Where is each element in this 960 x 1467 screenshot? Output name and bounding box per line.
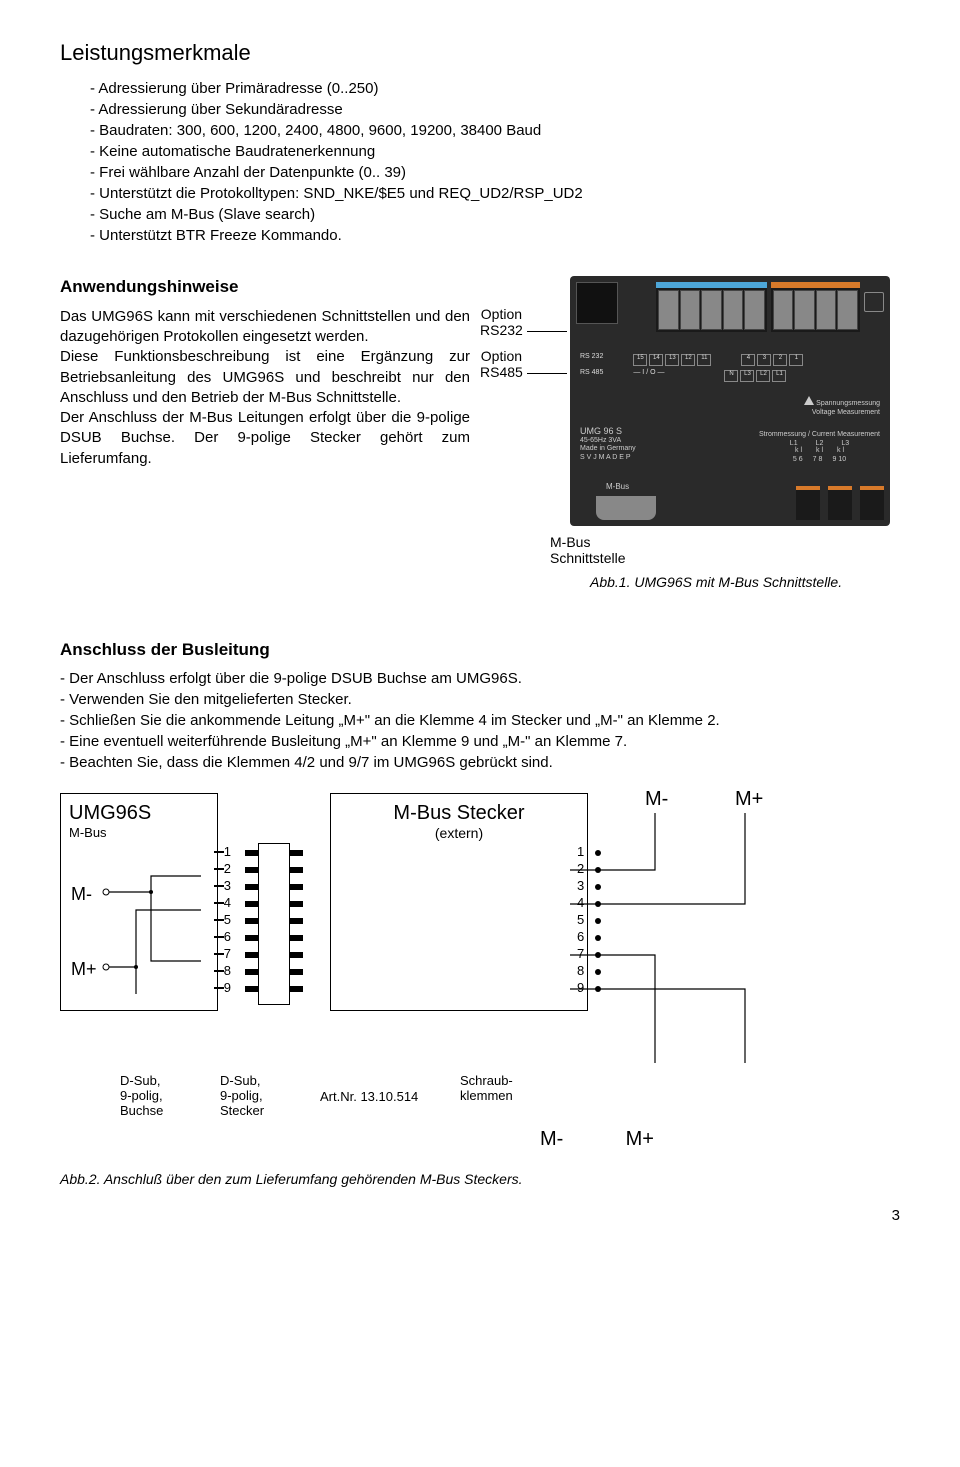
bottom-terminal [796,486,820,520]
stecker-title: M-Bus Stecker [339,802,579,825]
option-labels: Option RS232 Option RS485 [480,306,567,390]
mbus-interface-label: M-Bus Schnittstelle [550,534,900,566]
feature-item: Unterstützt BTR Freeze Kommando. [90,225,900,246]
umg-title: UMG96S [69,802,209,825]
artnr-label: Art.Nr. 13.10.514 [320,1073,440,1118]
corner-icon [864,292,884,312]
terminal-block-orange [771,282,860,332]
io-label: — I / O — [633,368,664,384]
feature-item: Adressierung über Primäradresse (0..250) [90,78,900,99]
stecker-box: M-Bus Stecker (extern) 1 2 3 4 5 6 7 8 9 [330,793,588,1011]
app-heading: Anwendungshinweise [60,276,470,299]
bus-item: Verwenden Sie den mitgelieferten Stecker… [60,689,900,710]
voltage-label: Spannungsmessung Voltage Measurement [804,396,880,417]
bottom-terminal [860,486,884,520]
figure2-caption: Abb.2. Anschluß über den zum Lieferumfan… [60,1171,900,1187]
device-made: Made in Germany [580,445,636,453]
section-heading: Leistungsmerkmale [60,40,900,66]
wiring-diagram: UMG96S M-Bus M- M+ 1 2 3 4 5 [60,793,900,1053]
schraub-label: Schraub- klemmen [460,1073,540,1118]
m-plus-label: M+ [71,959,97,980]
device-freq: 45-65Hz 3VA [580,437,636,445]
dsub-buchse-label: D-Sub, 9-polig, Buchse [120,1073,200,1118]
rs485-label: RS 485 [580,368,603,384]
device-model: UMG 96 S [580,426,636,437]
option-rs485: Option RS485 [480,348,567,380]
figure1-caption: Abb.1. UMG96S mit M-Bus Schnittstelle. [590,574,900,590]
page-number: 3 [60,1207,900,1224]
device-letters: S V J M A D E P [580,454,636,462]
final-mplus: M+ [626,1128,706,1151]
m-minus-label: M- [71,884,92,905]
output-wires: M- M+ [565,793,805,1053]
internal-wires [101,864,211,994]
top-mminus: M- [645,788,668,811]
current-label: Strommessung / Current Measurement [759,431,880,438]
bus-item: Der Anschluss erfolgt über die 9-polige … [60,668,900,689]
bus-list: Der Anschluss erfolgt über die 9-polige … [60,668,900,773]
feature-item: Unterstützt die Protokolltypen: SND_NKE/… [90,183,900,204]
option-rs232: Option RS232 [480,306,567,338]
rj45-port [576,282,618,324]
terminal-block-blue [656,282,767,332]
bus-item: Beachten Sie, dass die Klemmen 4/2 und 9… [60,752,900,773]
feature-item: Frei wählbare Anzahl der Datenpunkte (0.… [90,162,900,183]
umg-box: UMG96S M-Bus M- M+ 1 2 3 4 5 [60,793,218,1011]
dsub-plug [258,843,290,1005]
bus-item: Eine eventuell weiterführende Busleitung… [60,731,900,752]
dsub-connector [596,496,656,520]
bus-item: Schließen Sie die ankommende Leitung „M+… [60,710,900,731]
stecker-sub: (extern) [339,825,579,841]
bus-heading: Anschluss der Busleitung [60,640,900,660]
feature-item: Adressierung über Sekundäradresse [90,99,900,120]
device-photo: RS 232 15 14 13 12 11 4 3 [570,276,890,526]
top-mplus: M+ [735,788,763,811]
final-m-labels: M- M+ [540,1128,900,1151]
bottom-terminal [828,486,852,520]
dsub-stecker-label: D-Sub, 9-polig, Stecker [220,1073,300,1118]
bottom-labels: D-Sub, 9-polig, Buchse D-Sub, 9-polig, S… [60,1073,900,1118]
feature-item: Suche am M-Bus (Slave search) [90,204,900,225]
umg-sub: M-Bus [69,825,209,840]
feature-item: Baudraten: 300, 600, 1200, 2400, 4800, 9… [90,120,900,141]
app-body: Das UMG96S kann mit verschiedenen Schnit… [60,307,470,469]
feature-list: Adressierung über Primäradresse (0..250)… [90,78,900,246]
umg-pins: 1 2 3 4 5 6 7 8 9 [224,844,231,997]
feature-item: Keine automatische Baudratenerkennung [90,141,900,162]
final-mminus: M- [540,1128,620,1151]
rs232-label: RS 232 [580,352,603,368]
